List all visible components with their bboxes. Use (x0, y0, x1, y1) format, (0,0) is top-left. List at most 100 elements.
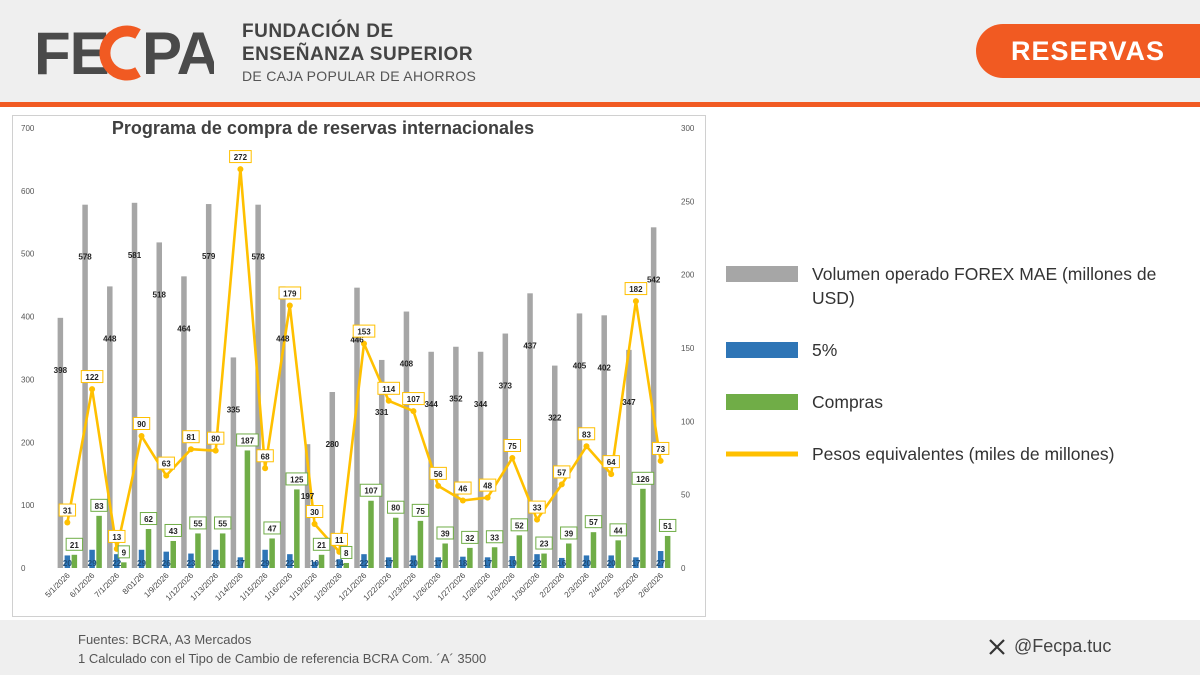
five-pct-bar (237, 557, 244, 568)
five-pct-data-label: 22 (533, 559, 542, 568)
five-pct-data-label: 27 (656, 559, 665, 568)
fecpa-logo: FE PA (34, 20, 214, 86)
five-pct-data-label: 14 (335, 559, 344, 568)
volume-bar (601, 315, 607, 568)
compras-bar (392, 517, 399, 568)
five-pct-data-label: 17 (384, 559, 393, 568)
x-category-label: 6/1/2026 (68, 571, 97, 600)
five-pct-data-label: 23 (187, 559, 196, 568)
pesos-point (583, 443, 590, 450)
legend-item-volume: Volumen operado FOREX MAE (millones de U… (726, 262, 1186, 310)
y-right-tick-label: 50 (681, 491, 690, 500)
pesos-data-label: 48 (483, 482, 492, 491)
compras-data-label-box (285, 472, 309, 486)
volume-data-label: 542 (647, 275, 661, 284)
compras-data-label-box (387, 500, 405, 514)
svg-text:FE: FE (34, 20, 109, 86)
section-badge: RESERVAS (976, 24, 1200, 78)
pesos-data-label: 46 (458, 485, 467, 494)
compras-data-label-box (213, 516, 232, 530)
pesos-data-label: 30 (310, 508, 319, 517)
compras-data-label-box (658, 518, 677, 532)
five-pct-bar (559, 557, 565, 568)
org-line-2: ENSEÑANZA SUPERIOR (242, 44, 474, 65)
volume-data-label: 322 (548, 414, 562, 423)
y-left-tick-label: 500 (21, 250, 35, 259)
five-pct-data-label: 22 (360, 559, 369, 568)
compras-data-label: 32 (465, 534, 474, 543)
y-right-tick-label: 300 (681, 124, 695, 133)
header-bar: FE PA FUNDACIÓN DE ENSEÑANZA SUPERIOR DE… (0, 0, 1200, 103)
y-left-tick-label: 300 (21, 375, 35, 384)
pesos-point (286, 302, 293, 309)
volume-data-label: 448 (103, 334, 117, 343)
chart-title: Programa de compra de reservas internaci… (112, 118, 534, 138)
pesos-point (608, 471, 615, 478)
legend-item-compras: Compras (726, 390, 1186, 414)
five-pct-data-label: 29 (211, 559, 220, 568)
pesos-data-label-box (402, 392, 425, 406)
five-pct-bar (89, 549, 95, 568)
pesos-data-label: 90 (137, 420, 146, 429)
pesos-data-label-box (108, 529, 126, 543)
pesos-point (657, 457, 664, 464)
compras-data-label: 44 (614, 526, 623, 535)
volume-data-label: 581 (128, 251, 142, 260)
volume-bar (156, 242, 162, 568)
compras-data-label-box (560, 526, 578, 540)
pesos-data-label: 182 (629, 285, 643, 294)
five-pct-data-label: 29 (261, 559, 270, 568)
pesos-data-label: 13 (112, 533, 121, 542)
volume-data-label: 373 (499, 382, 513, 391)
compras-bar (318, 554, 325, 568)
compras-data-label-box (340, 545, 353, 559)
volume-data-label: 335 (227, 405, 241, 414)
volume-data-label: 446 (350, 336, 364, 345)
compras-bar (294, 489, 300, 568)
volume-bar (131, 202, 138, 569)
compras-bar (664, 535, 671, 568)
compras-data-label-box (461, 530, 479, 544)
pesos-data-label: 73 (656, 445, 665, 454)
five-pct-bar (262, 549, 268, 568)
pesos-point (163, 472, 170, 479)
compras-data-label-box (139, 512, 158, 526)
volume-data-label: 464 (177, 324, 191, 333)
y-left-tick-label: 600 (21, 187, 35, 196)
organization-name: FUNDACIÓN DE ENSEÑANZA SUPERIOR DE CAJA … (242, 20, 476, 84)
five-pct-data-label: 29 (137, 559, 146, 568)
exchange-rate-note: 1 Calculado con el Tipo de Cambio de ref… (78, 651, 487, 666)
five-pct-bar (534, 554, 540, 568)
compras-data-label: 55 (218, 519, 227, 528)
volume-bar (354, 287, 360, 568)
compras-data-label: 83 (95, 502, 104, 511)
volume-data-label: 344 (474, 400, 488, 409)
pesos-point (459, 497, 466, 504)
pesos-point (89, 386, 96, 393)
compras-data-label-box (485, 530, 504, 544)
five-pct-data-label: 17 (236, 559, 245, 568)
legend-swatch-pesos (726, 451, 798, 457)
pesos-data-label-box (80, 370, 104, 384)
volume-bar (403, 311, 410, 568)
compras-data-label: 23 (540, 540, 549, 549)
volume-bar (626, 349, 632, 568)
pesos-data-label: 11 (335, 536, 344, 545)
y-left-tick-label: 400 (21, 313, 35, 322)
compras-data-label: 39 (441, 529, 450, 538)
compras-bar (590, 532, 597, 568)
five-pct-data-label: 17 (631, 559, 640, 568)
five-pct-bar (311, 561, 318, 568)
five-pct-data-label: 22 (112, 559, 121, 568)
volume-data-label: 579 (202, 252, 216, 261)
y-right-tick-label: 0 (681, 564, 686, 573)
volume-bar (378, 359, 385, 568)
social-handle[interactable]: @Fecpa.tuc (988, 636, 1111, 657)
compras-bar (121, 562, 127, 568)
compras-data-label: 9 (122, 548, 127, 557)
compras-bar (442, 543, 448, 568)
compras-data-label: 126 (636, 475, 650, 484)
pesos-data-label-box (651, 441, 670, 455)
five-pct-data-label: 19 (508, 559, 517, 568)
volume-bar (181, 276, 187, 568)
